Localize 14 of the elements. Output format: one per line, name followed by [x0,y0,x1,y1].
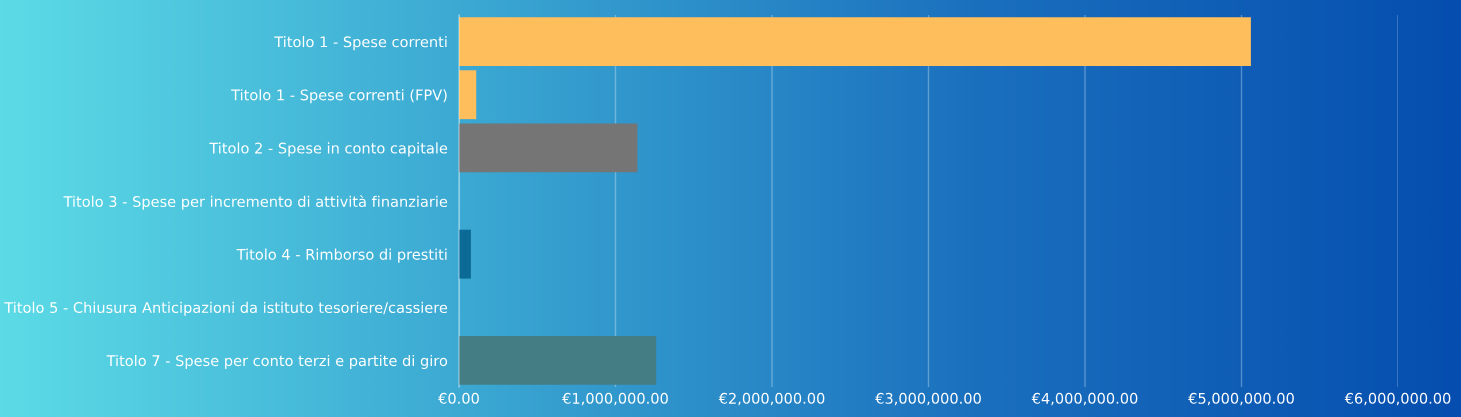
x-tick-label: €0.00 [438,392,479,404]
x-tick-label: €5,000,000.00 [1188,392,1294,406]
x-tick-label: €6,000,000.00 [1344,392,1451,406]
y-tick-label: Titolo 1 - Spese correnti [274,36,447,51]
x-tick-label: €2,000,000.00 [718,392,825,406]
y-tick-label: Titolo 7 - Spese per conto terzi e partite di giro [106,354,448,369]
x-tick-label: €3,000,000.00 [875,392,981,406]
x-tick-label: €1,000,000.00 [562,392,668,406]
y-tick-label: Titolo 4 - Rimborso di prestiti [236,248,447,263]
y-tick-label: Titolo 5 - Chiusura Anticipazioni da istituto tesoriere/cassiere [4,301,448,316]
y-tick-label: Titolo 1 - Spese correnti (FPV) [231,89,447,104]
y-tick-label: Titolo 3 - Spese per incremento di attività finanziarie [63,195,448,210]
y-tick-label: Titolo 2 - Spese in conto capitale [209,142,448,157]
x-tick-label: €4,000,000.00 [1031,392,1138,406]
